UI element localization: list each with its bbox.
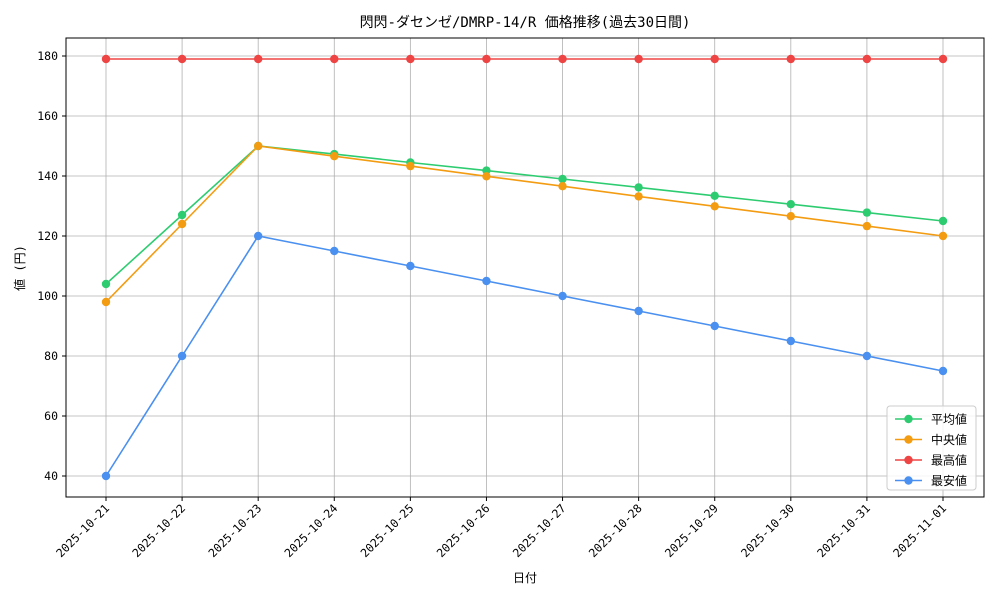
data-point bbox=[101, 54, 111, 64]
data-point bbox=[710, 202, 719, 211]
data-point bbox=[406, 261, 415, 271]
series-group bbox=[101, 141, 948, 307]
x-tick-label: 2025-10-30 bbox=[738, 501, 797, 560]
series-line bbox=[105, 235, 944, 477]
data-point bbox=[482, 172, 491, 181]
x-tick-label: 2025-10-27 bbox=[510, 501, 569, 560]
y-tick-label: 140 bbox=[37, 169, 58, 183]
x-tick-label: 2025-10-22 bbox=[129, 501, 188, 560]
data-point bbox=[406, 161, 415, 171]
x-tick-label: 2025-10-28 bbox=[586, 501, 645, 560]
series-group bbox=[101, 231, 948, 481]
data-point bbox=[330, 54, 339, 64]
data-point bbox=[482, 276, 491, 286]
data-point bbox=[253, 141, 263, 151]
y-tick-label: 80 bbox=[44, 349, 58, 363]
data-point bbox=[938, 366, 948, 376]
legend-swatch-marker bbox=[904, 435, 913, 444]
legend-swatch-marker bbox=[904, 455, 913, 465]
legend-swatch-marker bbox=[904, 476, 913, 485]
x-tick-label: 2025-10-29 bbox=[662, 501, 721, 560]
x-tick-label: 2025-10-23 bbox=[205, 501, 264, 560]
series-line bbox=[105, 145, 944, 303]
data-point bbox=[634, 54, 643, 64]
data-point bbox=[634, 306, 643, 316]
x-tick-label: 2025-10-31 bbox=[814, 501, 873, 560]
data-point bbox=[862, 54, 872, 64]
y-axis-label: 値 (円) bbox=[12, 245, 27, 291]
data-point bbox=[862, 351, 872, 361]
data-point bbox=[330, 152, 339, 161]
data-point bbox=[786, 212, 796, 221]
data-point bbox=[558, 174, 567, 184]
data-point bbox=[101, 297, 111, 307]
series-group bbox=[101, 141, 948, 289]
data-point bbox=[786, 200, 796, 209]
data-point bbox=[101, 279, 111, 289]
chart-title: 閃閃-ダセンゼ/DMRP-14/R 価格推移(過去30日間) bbox=[360, 15, 691, 31]
data-point bbox=[177, 210, 187, 220]
legend-label: 最安値 bbox=[931, 473, 967, 488]
data-point bbox=[710, 54, 719, 64]
legend-swatch-marker bbox=[904, 414, 913, 424]
data-point bbox=[558, 291, 567, 301]
series-layer bbox=[101, 54, 948, 481]
x-tick-label: 2025-11-01 bbox=[890, 501, 949, 560]
y-tick-label: 160 bbox=[37, 109, 58, 123]
y-tick-label: 40 bbox=[44, 469, 58, 483]
data-point bbox=[938, 216, 948, 226]
data-point bbox=[786, 336, 796, 346]
data-point bbox=[710, 321, 719, 331]
x-tick-label: 2025-10-26 bbox=[434, 501, 493, 560]
data-point bbox=[710, 191, 719, 200]
data-point bbox=[938, 54, 948, 64]
data-point bbox=[862, 208, 872, 217]
data-point bbox=[558, 54, 567, 64]
x-tick-label: 2025-10-24 bbox=[282, 501, 341, 560]
y-tick-label: 100 bbox=[37, 289, 58, 303]
data-point bbox=[786, 54, 796, 64]
data-point bbox=[634, 192, 643, 201]
legend-label: 平均値 bbox=[931, 412, 967, 427]
y-tick-label: 180 bbox=[37, 49, 58, 63]
plot-frame bbox=[65, 37, 985, 498]
legend-label: 最高値 bbox=[931, 453, 967, 468]
data-point bbox=[253, 231, 263, 241]
data-point bbox=[101, 471, 111, 481]
x-axis-label: 日付 bbox=[513, 571, 537, 585]
x-tick-label: 2025-10-21 bbox=[53, 501, 112, 560]
data-point bbox=[177, 219, 187, 229]
data-point bbox=[482, 54, 491, 64]
legend-label: 中央値 bbox=[931, 432, 967, 447]
data-point bbox=[177, 351, 187, 361]
series-group bbox=[101, 54, 948, 64]
data-point bbox=[558, 182, 567, 191]
x-tick-label: 2025-10-25 bbox=[358, 501, 417, 560]
y-tick-label: 120 bbox=[37, 229, 58, 243]
y-tick-label: 60 bbox=[44, 409, 58, 423]
data-point bbox=[253, 54, 263, 64]
axes: 40 60 80 100 120 140 160 180 2025-10-21 2025-10-2… bbox=[37, 49, 949, 560]
data-point bbox=[406, 54, 415, 64]
data-point bbox=[634, 183, 643, 192]
data-point bbox=[938, 231, 948, 241]
data-point bbox=[177, 54, 187, 64]
series-line bbox=[105, 145, 944, 285]
data-point bbox=[330, 246, 339, 256]
legend-box bbox=[886, 405, 977, 491]
data-point bbox=[862, 221, 872, 231]
grid bbox=[66, 38, 984, 497]
